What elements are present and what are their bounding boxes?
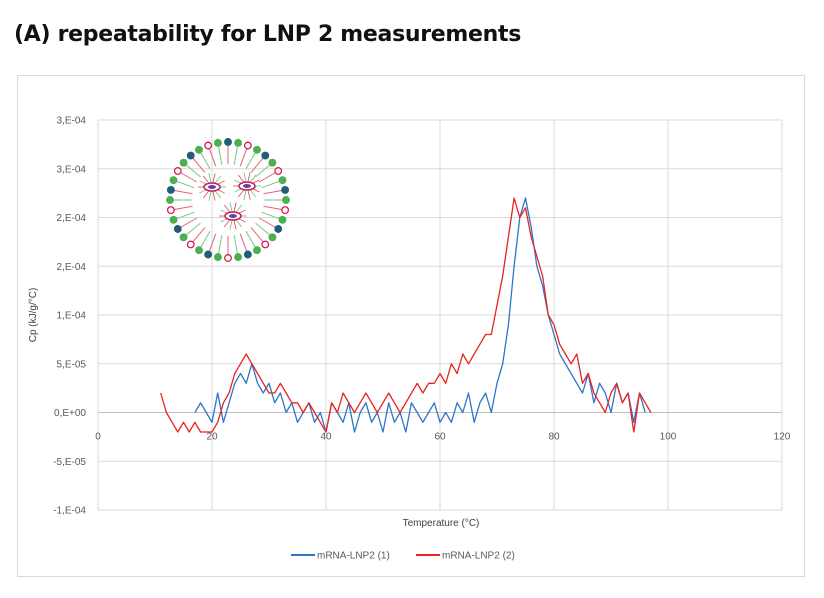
y-tick-label: 5,E-05 [57,359,87,370]
lipid-head [166,196,174,204]
lipid-head [169,215,178,224]
lipid-head [224,254,232,262]
legend-label-2: mRNA-LNP2 (2) [442,551,515,562]
y-tick-label: -5,E-05 [53,457,86,468]
lipid-head [261,151,270,160]
y-tick-label: 1,E-04 [57,311,87,322]
lipid-head [195,145,203,154]
lipid-head [179,233,188,242]
lipid-head [274,167,283,175]
series-line-1 [194,197,646,433]
x-tick-label: 20 [206,432,218,443]
lipid-head [213,138,222,147]
lipid-head [253,246,261,255]
y-tick-label: 2,E-04 [57,213,87,224]
series-line-2 [160,197,652,433]
x-tick-label: 80 [548,432,560,443]
x-tick-label: 40 [320,432,332,443]
lipid-head [261,240,270,249]
lipid-head [281,206,290,215]
lipid-head [234,138,243,147]
lipid-head [204,141,213,150]
mrna-strand [243,184,251,188]
lipid-head [278,176,287,185]
lipid-head [173,225,182,233]
lipid-head [186,240,195,249]
y-tick-label: 3,E-04 [57,116,87,127]
lipid-head [243,141,252,150]
lipid-head [268,233,277,242]
lipid-head [278,215,287,224]
lipid-head [282,196,290,204]
lipid-head [204,250,213,259]
y-tick-label: 0,E+00 [54,408,86,419]
lipid-head [224,138,232,146]
y-tick-label: -1,E-04 [53,506,86,517]
x-tick-label: 60 [434,432,446,443]
lipid-head [173,167,182,175]
lipid-head [281,185,290,194]
mrna-strand [229,214,237,218]
x-tick-label: 120 [774,432,791,443]
lipid-head [166,206,175,215]
legend-label-1: mRNA-LNP2 (1) [317,551,390,562]
lipid-head [234,253,243,262]
x-axis-label: Temperature (°C) [403,518,480,529]
legend: mRNA-LNP2 (1) mRNA-LNP2 (2) [291,551,515,562]
lipid-head [268,158,277,167]
chart-frame [17,75,805,577]
x-tick-label: 100 [660,432,677,443]
lipid-head [253,145,261,154]
lipid-head [195,246,203,255]
y-axis-label: Cp (kJ/g/°C) [28,288,39,343]
lipid-head [179,158,188,167]
y-tick-label: 2,E-04 [57,262,87,273]
lipid-head [243,250,252,259]
y-tick-label: 3,E-04 [57,164,87,175]
figure-title: (A) repeatability for LNP 2 measurements [14,22,522,47]
lipid-head [274,225,283,233]
lipid-nanoparticle-illustration [166,138,290,262]
mrna-strand [208,185,216,189]
lipid-head [186,151,195,160]
x-tick-label: 0 [95,432,101,443]
lipid-head [213,253,222,262]
lipid-head [166,185,175,194]
lipid-head [169,176,178,185]
